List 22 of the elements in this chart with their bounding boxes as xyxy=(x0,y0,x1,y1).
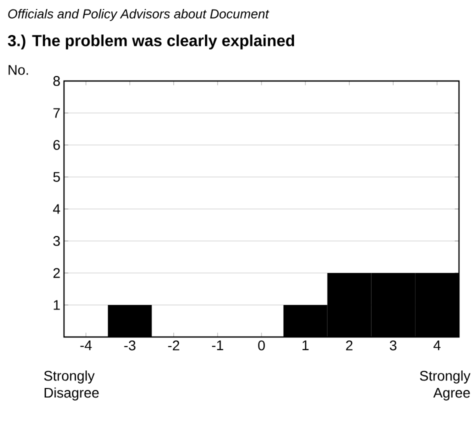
y-axis-title: No. xyxy=(8,65,28,75)
y-tick-label: 1 xyxy=(54,300,60,310)
x-tick-label: 4 xyxy=(433,340,441,350)
x-tick-label: 1 xyxy=(302,340,309,350)
x-tick-label: -1 xyxy=(212,340,224,350)
y-tick-label: 8 xyxy=(53,76,60,86)
chart-subtitle: Officials and Policy Advisors about Document xyxy=(8,8,270,22)
y-tick-label: 5 xyxy=(53,172,60,182)
y-tick-label: 2 xyxy=(53,268,60,278)
y-tick-label: 6 xyxy=(53,140,60,150)
x-tick-label: 3 xyxy=(390,340,396,350)
y-tick-label: 3 xyxy=(53,236,60,246)
y-tick-label: 7 xyxy=(53,108,60,118)
x-tick-label: -3 xyxy=(124,340,136,350)
text: Strongly Disagree xyxy=(44,370,99,400)
x-tick-label: 2 xyxy=(346,340,352,350)
text: Strongly Agree xyxy=(420,370,470,400)
x-tick-label: -2 xyxy=(168,340,180,350)
x-tick-label: -4 xyxy=(80,340,92,350)
x-tick-label: 0 xyxy=(258,340,265,350)
chart-title: 3.) The problem was clearly explained xyxy=(8,34,294,50)
y-tick-label: 4 xyxy=(53,204,60,214)
